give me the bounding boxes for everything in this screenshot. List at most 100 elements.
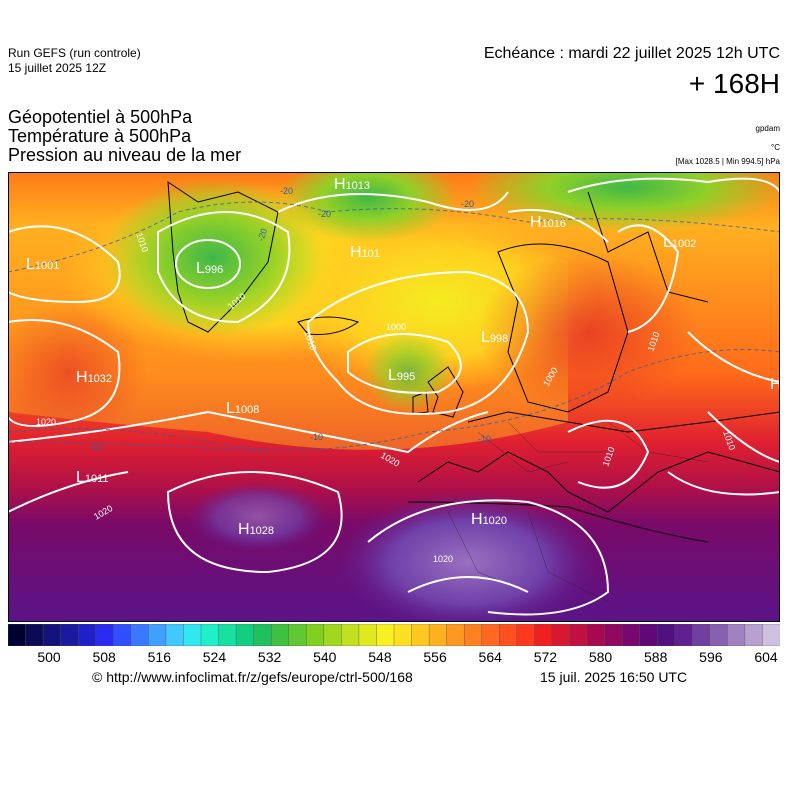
color-scale-step bbox=[463, 624, 483, 646]
color-scale-tick: 564 bbox=[478, 649, 502, 665]
title-temperature: Température à 500hPa bbox=[8, 126, 192, 146]
isotherm-label: -20 bbox=[280, 186, 293, 196]
color-scale-step bbox=[42, 624, 62, 646]
title-pressure: Pression au niveau de la mer bbox=[8, 145, 242, 165]
color-scale-step bbox=[656, 624, 676, 646]
color-scale-step bbox=[481, 624, 500, 646]
color-scale-step bbox=[674, 624, 693, 646]
isobar-label: 1020 bbox=[36, 417, 56, 427]
color-scale-step bbox=[113, 624, 132, 646]
violet-atlantic bbox=[188, 482, 328, 552]
color-scale-tick: 508 bbox=[92, 649, 116, 665]
color-scale-step bbox=[762, 624, 780, 646]
isotherm-label: -20 bbox=[461, 199, 474, 209]
color-scale-step bbox=[551, 624, 570, 646]
color-scale-step bbox=[341, 624, 360, 646]
color-scale-tick: 588 bbox=[644, 649, 668, 665]
color-scale-tick: 516 bbox=[147, 649, 171, 665]
pressure-center: L1011 bbox=[76, 469, 109, 486]
violet-africa bbox=[338, 492, 598, 622]
pressure-center: L998 bbox=[481, 329, 508, 346]
color-scale-step bbox=[692, 624, 711, 646]
color-scale-step bbox=[411, 624, 430, 646]
color-scale-step bbox=[569, 624, 588, 646]
color-scale-step bbox=[621, 624, 641, 646]
isotherms bbox=[8, 201, 780, 453]
color-scale-step bbox=[604, 624, 623, 646]
color-scale-tick: 604 bbox=[754, 649, 778, 665]
color-scale-tick: 580 bbox=[588, 649, 613, 665]
color-scale-step bbox=[639, 624, 658, 646]
color-scale-step bbox=[270, 624, 290, 646]
color-scale-step bbox=[499, 624, 518, 646]
color-scale-tick: 540 bbox=[313, 649, 337, 665]
color-scale-step bbox=[534, 624, 553, 646]
source-url: © http://www.infoclimat.fr/z/gefs/europe… bbox=[92, 669, 413, 685]
color-scale-tick: 596 bbox=[699, 649, 723, 665]
color-scale-tick: 524 bbox=[202, 649, 227, 665]
borders bbox=[447, 421, 709, 603]
color-scale-step bbox=[165, 624, 184, 646]
coastlines bbox=[167, 181, 780, 543]
color-scale-step bbox=[288, 624, 307, 646]
pressure-center: H1028 bbox=[238, 521, 274, 538]
color-scale-step bbox=[235, 624, 255, 646]
pressure-center: L996 bbox=[196, 260, 223, 277]
isotherm-label: -10 bbox=[90, 442, 103, 452]
isotherm-label: -20 bbox=[255, 227, 269, 243]
red-scandinavia bbox=[478, 252, 698, 412]
color-scale-step bbox=[446, 624, 465, 646]
pressure-center: H bbox=[770, 376, 780, 393]
color-scale-step bbox=[253, 624, 272, 646]
color-scale-tick: 532 bbox=[257, 649, 282, 665]
color-scale-step bbox=[95, 624, 114, 646]
isobar-label: 1020 bbox=[433, 554, 453, 564]
run-model: Run GEFS (run controle) bbox=[8, 46, 141, 60]
color-scale-step bbox=[376, 624, 395, 646]
color-scale-step bbox=[306, 624, 325, 646]
forecast-hour: + 168H bbox=[688, 68, 780, 99]
generation-timestamp: 15 juil. 2025 16:50 UTC bbox=[540, 669, 688, 685]
pressure-center: H1020 bbox=[471, 511, 507, 528]
isobars bbox=[8, 177, 780, 616]
isotherm-label: -10 bbox=[310, 432, 323, 442]
color-scale-step bbox=[8, 624, 27, 646]
color-scale-step bbox=[130, 624, 149, 646]
color-scale-step bbox=[148, 624, 167, 646]
color-scale-step bbox=[358, 624, 377, 646]
color-scale-step bbox=[60, 624, 79, 646]
isotherm-label: -10 bbox=[478, 434, 491, 444]
map-titles: Géopotentiel à 500hPa Température à 500h… bbox=[8, 108, 241, 165]
color-scale-bar bbox=[8, 624, 780, 646]
pressure-center: L1008 bbox=[226, 400, 259, 417]
color-scale-step bbox=[586, 624, 606, 646]
forecast-validity: Echéance : mardi 22 juillet 2025 12h UTC bbox=[483, 45, 780, 62]
color-scale-tick: 556 bbox=[423, 649, 447, 665]
color-scale-tick: 548 bbox=[368, 649, 392, 665]
unit-gpdam: gpdam bbox=[755, 124, 780, 133]
color-scale-tick: 500 bbox=[37, 649, 61, 665]
weather-map: L1001 L996 H1013 H1016 L1002 H101 L998 L… bbox=[8, 172, 780, 622]
pressure-center: L1001 bbox=[26, 256, 59, 273]
pressure-center: L995 bbox=[388, 367, 415, 384]
color-scale-step bbox=[200, 624, 220, 646]
run-date: 15 juillet 2025 12Z bbox=[8, 61, 107, 75]
color-scale-step bbox=[709, 624, 728, 646]
color-scale-step bbox=[183, 624, 202, 646]
color-scale-step bbox=[25, 624, 44, 646]
pressure-center: H1032 bbox=[76, 369, 112, 386]
color-scale-step bbox=[393, 624, 413, 646]
pressure-max-min: [Max 1028.5 | Min 994.5] hPa bbox=[675, 157, 780, 166]
isotherm-label: -20 bbox=[318, 209, 331, 219]
color-scale-step bbox=[323, 624, 342, 646]
color-scale-step bbox=[218, 624, 237, 646]
pressure-center: H1016 bbox=[530, 214, 566, 231]
color-scale-step bbox=[428, 624, 448, 646]
pressure-center: H1013 bbox=[334, 176, 370, 193]
pressure-center: H101 bbox=[350, 244, 380, 261]
green-north-east bbox=[468, 172, 780, 232]
green-low-greenland bbox=[103, 177, 323, 337]
color-scale-step bbox=[516, 624, 535, 646]
isobar-label: 1000 bbox=[386, 322, 406, 332]
red-west bbox=[8, 302, 148, 442]
